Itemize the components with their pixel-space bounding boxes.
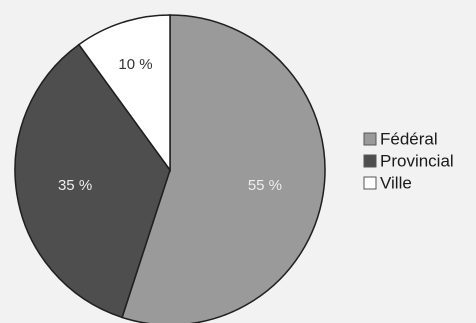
pie-slices: [14, 14, 326, 323]
pie-data-labels: 55 % 35 % 10 %: [58, 56, 282, 194]
legend-swatch-2: [363, 176, 377, 190]
legend-swatch-1: [363, 154, 377, 168]
data-label-1: 35 %: [58, 177, 92, 194]
legend: Fédéral Provincial Ville: [363, 130, 454, 193]
legend-swatch-0: [363, 132, 377, 146]
data-label-0: 55 %: [248, 177, 282, 194]
pie-slice-ville: [77, 14, 171, 173]
legend-label-1: Provincial: [380, 152, 454, 171]
pie-slice-provincial: [14, 43, 171, 319]
legend-label-0: Fédéral: [380, 130, 438, 149]
data-label-2: 10 %: [118, 56, 152, 73]
legend-label-2: Ville: [380, 174, 412, 193]
